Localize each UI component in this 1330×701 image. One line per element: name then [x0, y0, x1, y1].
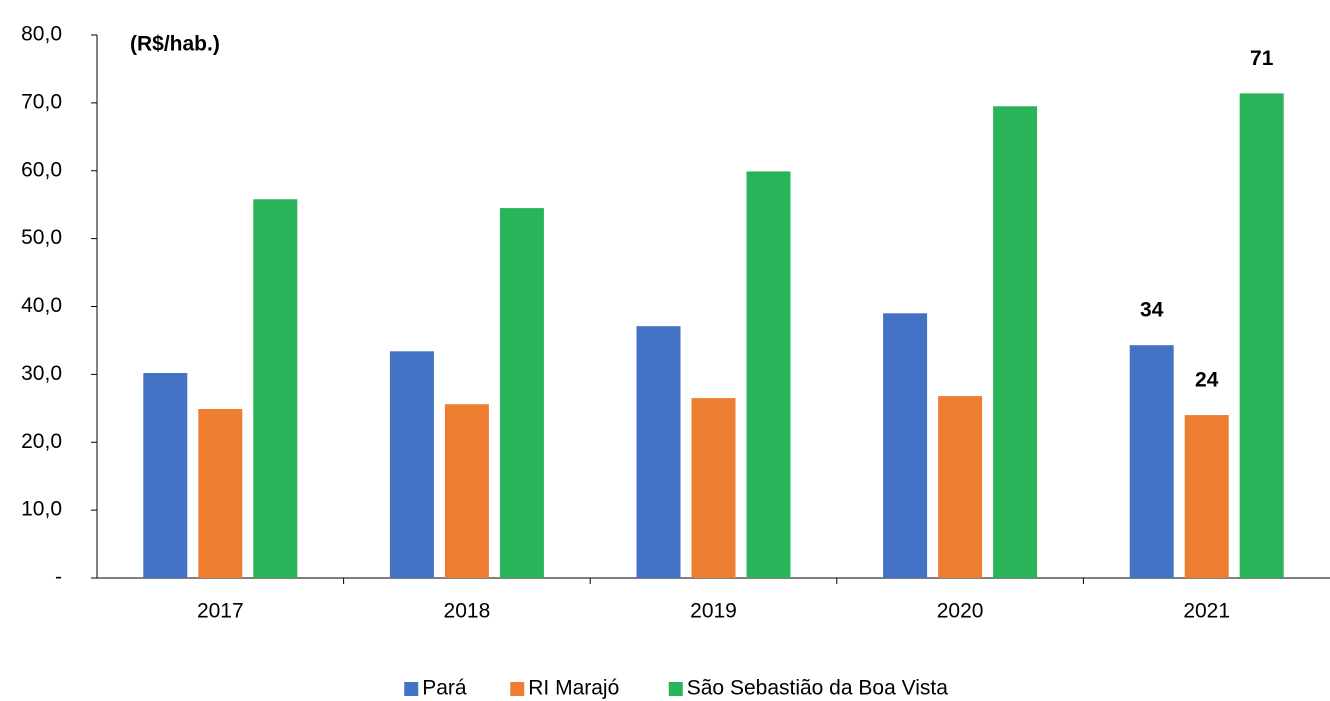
legend-label: São Sebastião da Boa Vista — [687, 677, 948, 700]
bar — [1129, 345, 1174, 578]
y-tick-label: 70,0 — [21, 90, 62, 113]
bar — [1184, 415, 1229, 578]
y-tick-label: 20,0 — [21, 430, 62, 453]
x-tick-label: 2021 — [1183, 600, 1230, 623]
x-tick-label: 2017 — [197, 600, 244, 623]
y-tick-label: 40,0 — [21, 294, 62, 317]
legend-swatch — [668, 682, 683, 696]
y-tick-label: 50,0 — [21, 226, 62, 249]
bar — [1239, 93, 1284, 578]
legend-label: Pará — [422, 677, 467, 700]
bar — [883, 313, 928, 578]
bar — [636, 326, 681, 578]
bar — [993, 106, 1038, 579]
x-tick-label: 2020 — [937, 600, 984, 623]
data-label: 34 — [1140, 299, 1164, 322]
legend-swatch — [510, 682, 525, 696]
bar — [499, 208, 544, 579]
y-tick-label: 10,0 — [21, 498, 62, 521]
x-tick-label: 2018 — [444, 600, 491, 623]
bar — [253, 199, 298, 578]
bar — [444, 404, 489, 578]
bar — [938, 396, 983, 578]
data-label: 24 — [1195, 369, 1219, 392]
y-tick-label: 80,0 — [21, 23, 62, 46]
legend-swatch — [404, 682, 419, 696]
data-label: 71 — [1250, 47, 1274, 70]
unit-label: (R$/hab.) — [130, 33, 220, 56]
y-tick-label: 30,0 — [21, 362, 62, 385]
bar — [143, 373, 188, 578]
y-tick-label: 60,0 — [21, 158, 62, 181]
legend-label: RI Marajó — [528, 677, 619, 700]
bar — [198, 408, 243, 578]
y-tick-label: - — [55, 566, 62, 589]
bar — [746, 171, 791, 578]
bar — [389, 351, 434, 578]
x-tick-label: 2019 — [690, 600, 737, 623]
bar — [691, 398, 736, 578]
